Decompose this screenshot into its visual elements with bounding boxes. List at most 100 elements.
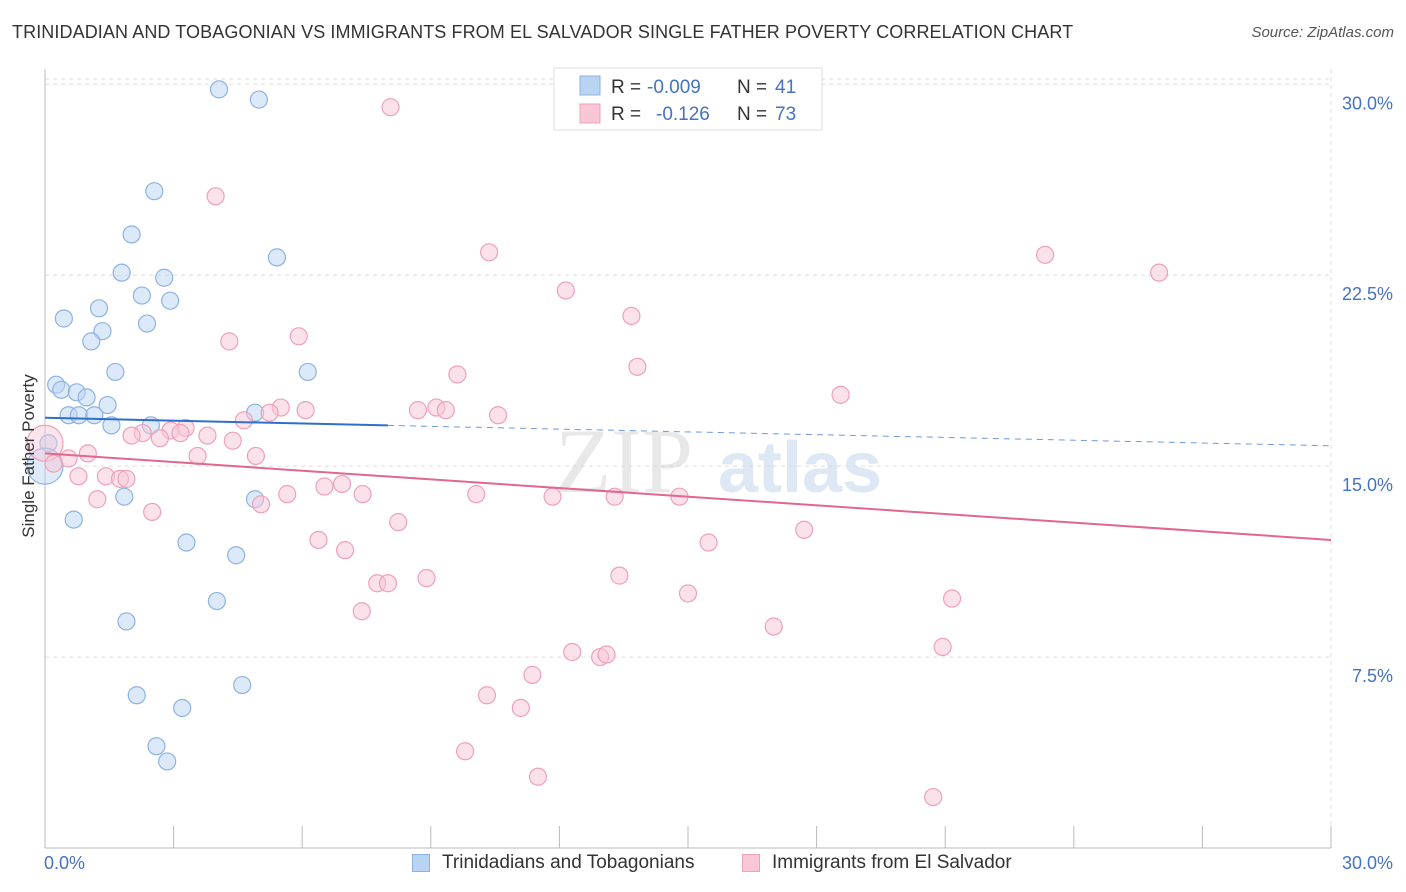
legend-top-n-value-2: 73 xyxy=(775,104,796,125)
point-el-salvador xyxy=(489,406,508,425)
point-el-salvador xyxy=(378,574,398,593)
point-trinidadian xyxy=(54,309,73,328)
trend-line-trinidadian-extension xyxy=(387,424,1332,447)
legend-top-n-value-1: 41 xyxy=(775,77,796,98)
point-el-salvador xyxy=(795,520,814,539)
point-el-salvador xyxy=(933,637,952,656)
point-trinidadian xyxy=(249,90,269,109)
point-el-salvador xyxy=(69,467,88,486)
point-el-salvador xyxy=(389,513,408,532)
point-trinidadian xyxy=(112,263,131,282)
point-el-salvador xyxy=(467,485,486,504)
point-el-salvador xyxy=(1150,263,1169,282)
legend-top-r-value-1: -0.009 xyxy=(647,77,701,98)
point-el-salvador xyxy=(381,98,400,117)
point-el-salvador xyxy=(699,533,718,552)
point-el-salvador xyxy=(455,742,475,761)
y-tick-label: 7.5% xyxy=(1352,666,1393,686)
point-trinidadian xyxy=(177,533,196,552)
point-trinidadian xyxy=(155,268,174,287)
point-el-salvador xyxy=(417,569,436,588)
legend-top-r-label-1: R = xyxy=(611,77,641,98)
trend-layer xyxy=(44,416,1332,541)
watermark-atlas: atlas xyxy=(718,428,882,508)
point-el-salvador xyxy=(528,767,548,786)
point-el-salvador xyxy=(563,642,582,662)
legend-top-swatch-blue xyxy=(579,75,601,96)
point-el-salvador xyxy=(206,187,225,206)
point-trinidadian xyxy=(209,80,229,99)
point-trinidadian xyxy=(122,225,141,244)
point-trinidadian xyxy=(137,314,157,333)
legend-swatch-blue xyxy=(412,854,430,872)
point-el-salvador xyxy=(523,665,542,684)
point-el-salvador xyxy=(556,281,575,300)
y-tick-label: 22.5% xyxy=(1342,284,1393,304)
point-el-salvador xyxy=(171,423,190,443)
legend-top-n-label-1: N = xyxy=(737,77,767,98)
point-el-salvador xyxy=(278,485,297,504)
point-el-salvador xyxy=(289,327,308,346)
point-el-salvador xyxy=(831,385,850,404)
point-trinidadian xyxy=(52,380,71,399)
point-el-salvador xyxy=(117,469,136,488)
point-el-salvador xyxy=(78,444,97,463)
point-trinidadian xyxy=(267,248,287,267)
point-el-salvador xyxy=(260,403,279,422)
point-el-salvador xyxy=(352,602,371,621)
point-el-salvador xyxy=(477,686,497,705)
point-trinidadian xyxy=(77,388,96,407)
point-el-salvador xyxy=(479,243,499,262)
point-trinidadian xyxy=(161,291,180,310)
point-el-salvador xyxy=(408,401,428,420)
point-trinidadian xyxy=(298,362,317,382)
point-el-salvador xyxy=(448,365,467,384)
legend-top-r-label-2: R = xyxy=(611,104,641,125)
legend-item-trinidadians: Trinidadians and Tobagonians xyxy=(412,852,694,874)
trend-line-el-salvador xyxy=(44,452,1332,541)
point-trinidadian xyxy=(227,546,246,565)
point-el-salvador xyxy=(220,332,239,351)
point-trinidadian xyxy=(89,299,109,318)
point-trinidadian xyxy=(127,686,146,705)
point-el-salvador xyxy=(223,431,242,450)
point-el-salvador xyxy=(543,487,562,506)
point-trinidadian xyxy=(158,752,177,771)
point-el-salvador xyxy=(622,306,641,326)
legend-top: R = -0.009 N = 41 R = -0.126 N = 73 xyxy=(553,67,823,131)
point-el-salvador xyxy=(332,474,352,494)
point-trinidadian xyxy=(207,591,226,611)
point-el-salvador xyxy=(246,446,266,466)
point-el-salvador xyxy=(942,589,962,608)
point-el-salvador xyxy=(924,787,943,807)
point-trinidadian xyxy=(64,510,83,529)
legend-bottom: Trinidadians and Tobagonians Immigrants … xyxy=(0,850,1406,880)
point-trinidadian xyxy=(106,362,125,382)
point-el-salvador xyxy=(143,502,162,522)
point-el-salvador xyxy=(353,485,372,504)
point-el-salvador xyxy=(296,401,315,420)
point-el-salvador xyxy=(597,645,616,664)
y-axis-label: Single Father Poverty xyxy=(19,374,38,538)
watermark: ZIP atlas xyxy=(555,410,882,512)
point-el-salvador xyxy=(628,357,647,376)
point-trinidadian xyxy=(98,395,117,415)
point-el-salvador xyxy=(309,530,328,550)
point-el-salvador xyxy=(44,454,63,473)
legend-top-r-value-2: -0.126 xyxy=(656,104,710,125)
point-el-salvador xyxy=(678,584,698,603)
point-el-salvador xyxy=(511,698,530,718)
point-el-salvador xyxy=(88,490,107,509)
source-label: Source: ZipAtlas.com xyxy=(1251,24,1394,41)
point-trinidadian xyxy=(117,612,136,631)
point-el-salvador xyxy=(1035,245,1055,264)
point-trinidadian xyxy=(82,332,101,351)
legend-item-el-salvador: Immigrants from El Salvador xyxy=(742,852,1012,874)
legend-top-n-label-2: N = xyxy=(737,104,767,125)
axis-layer: 7.5% 15.0% 22.5% 30.0% 0.0% 30.0% xyxy=(44,69,1393,873)
point-trinidadian xyxy=(102,416,121,435)
point-trinidadian xyxy=(173,698,192,718)
point-el-salvador xyxy=(610,566,629,585)
point-trinidadian xyxy=(145,182,164,201)
